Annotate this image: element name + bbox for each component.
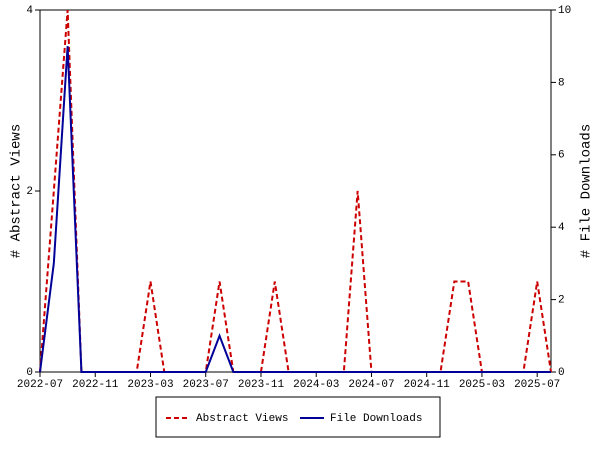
y2-tick-label: 0 bbox=[558, 367, 565, 379]
y2-tick-label: 6 bbox=[558, 150, 565, 162]
y-axis-label: # Abstract Views bbox=[9, 124, 25, 258]
x-tick-label: 2023-07 bbox=[183, 379, 229, 391]
x-tick-label: 2023-11 bbox=[238, 379, 285, 391]
y-tick-label: 0 bbox=[26, 367, 33, 379]
x-tick-label: 2022-11 bbox=[72, 379, 119, 391]
y-tick-label: 4 bbox=[26, 5, 33, 17]
legend-label: File Downloads bbox=[330, 413, 422, 425]
y-tick-label: 2 bbox=[26, 186, 33, 198]
x-tick-label: 2023-03 bbox=[127, 379, 173, 391]
x-tick-label: 2025-03 bbox=[459, 379, 505, 391]
series-line bbox=[39, 46, 551, 373]
legend-box bbox=[155, 396, 441, 438]
series-line bbox=[39, 9, 552, 373]
y2-axis-label: # File Downloads bbox=[579, 124, 595, 258]
x-tick-label: 2025-07 bbox=[514, 379, 560, 391]
x-tick-label: 2022-07 bbox=[17, 379, 63, 391]
y2-tick-label: 8 bbox=[558, 77, 565, 89]
x-tick-label: 2024-03 bbox=[293, 379, 339, 391]
x-tick-label: 2024-11 bbox=[404, 379, 451, 391]
x-tick-label: 2024-07 bbox=[348, 379, 394, 391]
y2-tick-label: 4 bbox=[558, 222, 565, 234]
y2-tick-label: 2 bbox=[558, 295, 565, 307]
y2-tick-label: 10 bbox=[558, 5, 571, 17]
legend-label: Abstract Views bbox=[196, 413, 288, 425]
